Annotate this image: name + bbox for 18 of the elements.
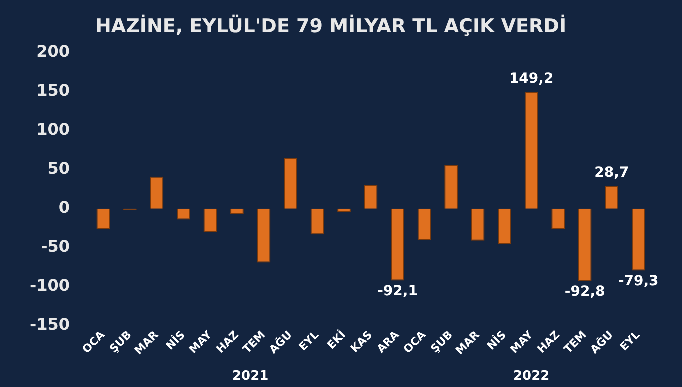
data-label: 28,7 bbox=[594, 165, 630, 182]
data-label: -92,1 bbox=[378, 283, 418, 300]
y-tick-label: 150 bbox=[36, 80, 70, 100]
data-label: 149,2 bbox=[509, 71, 554, 88]
chart-title: HAZİNE, EYLÜL'DE 79 MİLYAR TL AÇIK VERDİ bbox=[95, 14, 567, 38]
y-tick-label: 0 bbox=[58, 198, 70, 218]
y-tick-label: 50 bbox=[48, 159, 70, 178]
y-tick-label: 200 bbox=[36, 42, 70, 61]
text: 2021 bbox=[232, 368, 269, 384]
x-tick-label: EYL bbox=[618, 328, 643, 354]
text: 2022 bbox=[513, 368, 550, 384]
data-label: -92,8 bbox=[564, 284, 606, 300]
data-label: -79,3 bbox=[618, 273, 659, 290]
y-tick-label: -150 bbox=[30, 315, 70, 334]
y-tick-label: -50 bbox=[41, 237, 70, 256]
y-tick-label: 100 bbox=[36, 120, 70, 139]
x-tick-label: EYL bbox=[296, 328, 322, 354]
y-tick-label: -100 bbox=[30, 276, 70, 296]
